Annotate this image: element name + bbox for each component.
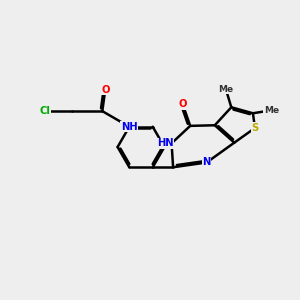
- Text: N: N: [202, 158, 211, 167]
- Text: O: O: [178, 99, 187, 109]
- Text: Me: Me: [264, 106, 279, 115]
- Text: HN: HN: [157, 138, 173, 148]
- Text: S: S: [251, 123, 259, 133]
- Text: Me: Me: [218, 85, 233, 94]
- Text: Cl: Cl: [40, 106, 51, 116]
- Text: O: O: [101, 85, 110, 94]
- Text: NH: NH: [121, 122, 138, 132]
